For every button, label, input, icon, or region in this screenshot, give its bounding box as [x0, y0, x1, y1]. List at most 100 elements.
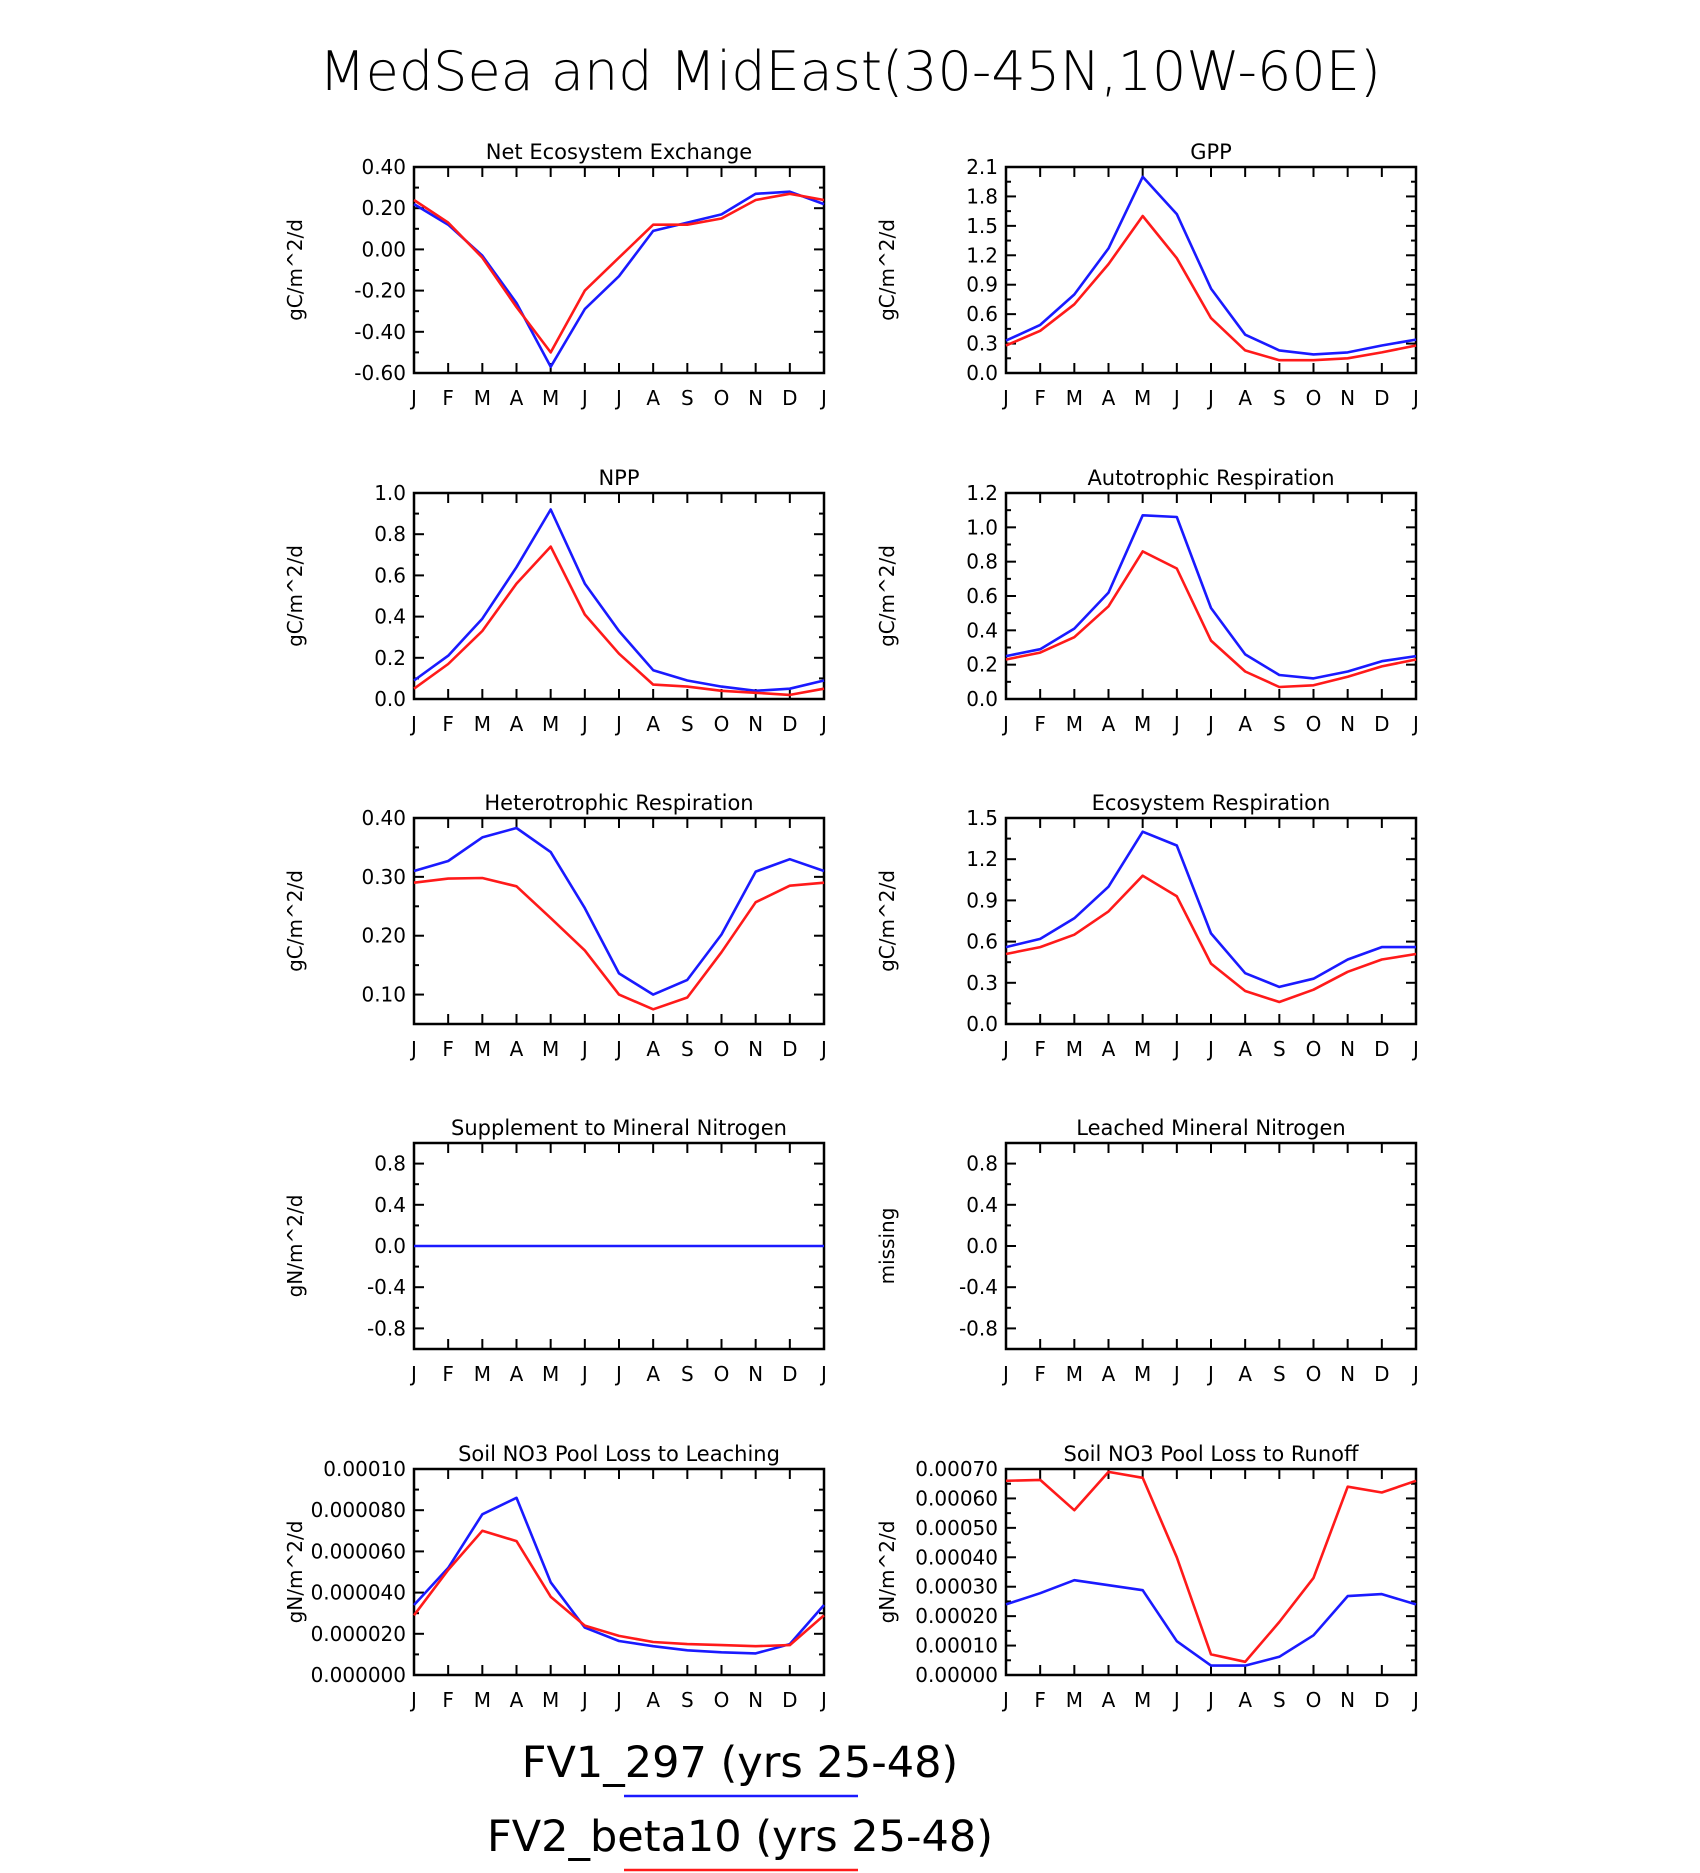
panel-2-xtick-label: J — [409, 712, 417, 736]
panel-8-xtick-label: O — [714, 1688, 730, 1712]
panel-9-ytick-label: 0.00040 — [915, 1545, 998, 1569]
panel-8-xtick-label: J — [819, 1688, 827, 1712]
panel-1-frame — [1004, 165, 1418, 375]
panel-1-xtick-label: J — [1172, 386, 1180, 410]
panel-8-series-0-line — [413, 1496, 825, 1655]
panel-9-xtick-label: O — [1306, 1688, 1322, 1712]
panel-9-frame — [1004, 1467, 1418, 1677]
panel-7-xtick-label: J — [1206, 1362, 1214, 1386]
panel-6-xtick-label: M — [542, 1362, 559, 1386]
panel-2-ytick-label: 0.6 — [374, 563, 406, 587]
panel-8-xtick-label: M — [474, 1688, 491, 1712]
panel-0-ytick-label: 0.40 — [361, 155, 406, 179]
panel-2-xtick-label: O — [714, 712, 730, 736]
panel-6-xtick-label: M — [474, 1362, 491, 1386]
panel-0-ylabel: gC/m^2/d — [283, 219, 307, 321]
panel-9-xtick-label: A — [1238, 1688, 1252, 1712]
panel-3-ytick-label: 0.6 — [966, 584, 998, 608]
panel-3-ytick-label: 0.8 — [966, 550, 998, 574]
panel-8-ytick-label: 0.00010 — [323, 1457, 406, 1481]
panel-6-ytick-label: 0.4 — [374, 1193, 406, 1217]
panel-1-ytick-label: 0.9 — [966, 273, 998, 297]
panel-9-xtick-label: J — [1172, 1688, 1180, 1712]
panel-5-series-0-line — [1005, 830, 1416, 989]
panel-2-xtick-label: J — [580, 712, 588, 736]
panel-2-xtick-label: J — [614, 712, 622, 736]
panel-3-xtick-label: F — [1034, 712, 1046, 736]
panel-0-series-0-line — [413, 190, 825, 369]
panel-9-xtick-label: D — [1374, 1688, 1389, 1712]
panel-3-title: Autotrophic Respiration — [1087, 466, 1334, 490]
panel-6-xtick-label: A — [510, 1362, 524, 1386]
panel-3-xtick-label: J — [1001, 712, 1009, 736]
panel-1-xtick-label: N — [1340, 386, 1355, 410]
panel-1-xtick-label: J — [1001, 386, 1009, 410]
panel-0-xtick-label: A — [646, 386, 660, 410]
panel-7-ytick-label: -0.8 — [959, 1316, 998, 1340]
panel-9-xtick-label: M — [1066, 1688, 1083, 1712]
panel-6-ytick-label: 0.8 — [374, 1152, 406, 1176]
panel-1-xtick-label: J — [1411, 386, 1419, 410]
panel-5-xtick-label: A — [1102, 1037, 1116, 1061]
panel-0-ytick-label: 0.20 — [361, 196, 406, 220]
panel-4-title: Heterotrophic Respiration — [484, 791, 753, 815]
panel-8-ytick-label: 0.000060 — [311, 1539, 406, 1563]
panel-2-title: NPP — [598, 466, 639, 490]
panel-9-ytick-label: 0.00020 — [915, 1604, 998, 1628]
panel-5-ytick-label: 1.2 — [966, 847, 998, 871]
panel-2-xtick-label: M — [474, 712, 491, 736]
panel-5-ytick-label: 0.6 — [966, 930, 998, 954]
panel-3-series-0-line — [1005, 513, 1417, 680]
panel-0-xtick-label: N — [748, 386, 763, 410]
panel-6-xtick-label: J — [819, 1362, 827, 1386]
panel-9-xtick-label: M — [1134, 1688, 1151, 1712]
panel-3-xtick-label: O — [1306, 712, 1322, 736]
panel-6-ytick-label: -0.4 — [367, 1275, 406, 1299]
panel-5-series-1-line — [1005, 874, 1417, 1004]
panel-4-ytick-label: 0.20 — [361, 924, 406, 948]
panel-5-ytick-label: 0.9 — [966, 888, 998, 912]
panel-0-xtick-label: J — [409, 386, 417, 410]
panel-3-xtick-label: M — [1134, 712, 1151, 736]
panel-3-xtick-label: J — [1172, 712, 1180, 736]
panel-2-xtick-label: A — [510, 712, 524, 736]
panel-7-xtick-label: M — [1066, 1362, 1083, 1386]
panel-3-xtick-label: A — [1102, 712, 1116, 736]
panel-0-ytick-label: -0.60 — [354, 361, 406, 385]
panel-5-xtick-label: M — [1066, 1037, 1083, 1061]
panel-4-series-1-line — [413, 876, 825, 1011]
panel-5-ytick-label: 1.5 — [966, 806, 998, 830]
panel-0-xtick-label: M — [474, 386, 491, 410]
panel-9-xtick-label: J — [1206, 1688, 1214, 1712]
panel-3-ytick-label: 0.0 — [966, 687, 998, 711]
panel-4-xtick-label: J — [819, 1037, 827, 1061]
panel-2-xtick-label: M — [542, 712, 559, 736]
panel-6-xtick-label: N — [748, 1362, 763, 1386]
panel-6-xtick-label: J — [614, 1362, 622, 1386]
panel-8-xtick-label: J — [614, 1688, 622, 1712]
panel-1-xtick-label: M — [1134, 386, 1151, 410]
panel-7-xtick-label: M — [1134, 1362, 1151, 1386]
panel-5-xtick-label: M — [1134, 1037, 1151, 1061]
panel-5-xtick-label: J — [1172, 1037, 1180, 1061]
panel-2-xtick-label: D — [782, 712, 797, 736]
panel-8-xtick-label: D — [782, 1688, 797, 1712]
panel-3-xtick-label: M — [1066, 712, 1083, 736]
panel-8-ytick-label: 0.000000 — [311, 1663, 406, 1687]
panel-2-ytick-label: 0.4 — [374, 605, 406, 629]
panel-7-xtick-label: A — [1102, 1362, 1116, 1386]
panel-7-ytick-label: -0.4 — [959, 1275, 998, 1299]
panel-9-xtick-label: J — [1411, 1688, 1419, 1712]
panel-2-series-1-line — [413, 545, 825, 697]
panel-6-title: Supplement to Mineral Nitrogen — [451, 1116, 787, 1140]
panel-2-xtick-label: F — [442, 712, 454, 736]
panel-5-xtick-label: S — [1273, 1037, 1286, 1061]
panel-2-ytick-label: 1.0 — [374, 481, 406, 505]
panel-1-xtick-label: S — [1273, 386, 1286, 410]
panel-3-ytick-label: 1.0 — [966, 515, 998, 539]
panel-9-xtick-label: A — [1102, 1688, 1116, 1712]
panel-9-ytick-label: 0.00010 — [915, 1634, 998, 1658]
panel-8-ylabel: gN/m^2/d — [283, 1521, 307, 1624]
panel-6-xtick-label: A — [646, 1362, 660, 1386]
panel-1-ytick-label: 1.2 — [966, 243, 998, 267]
